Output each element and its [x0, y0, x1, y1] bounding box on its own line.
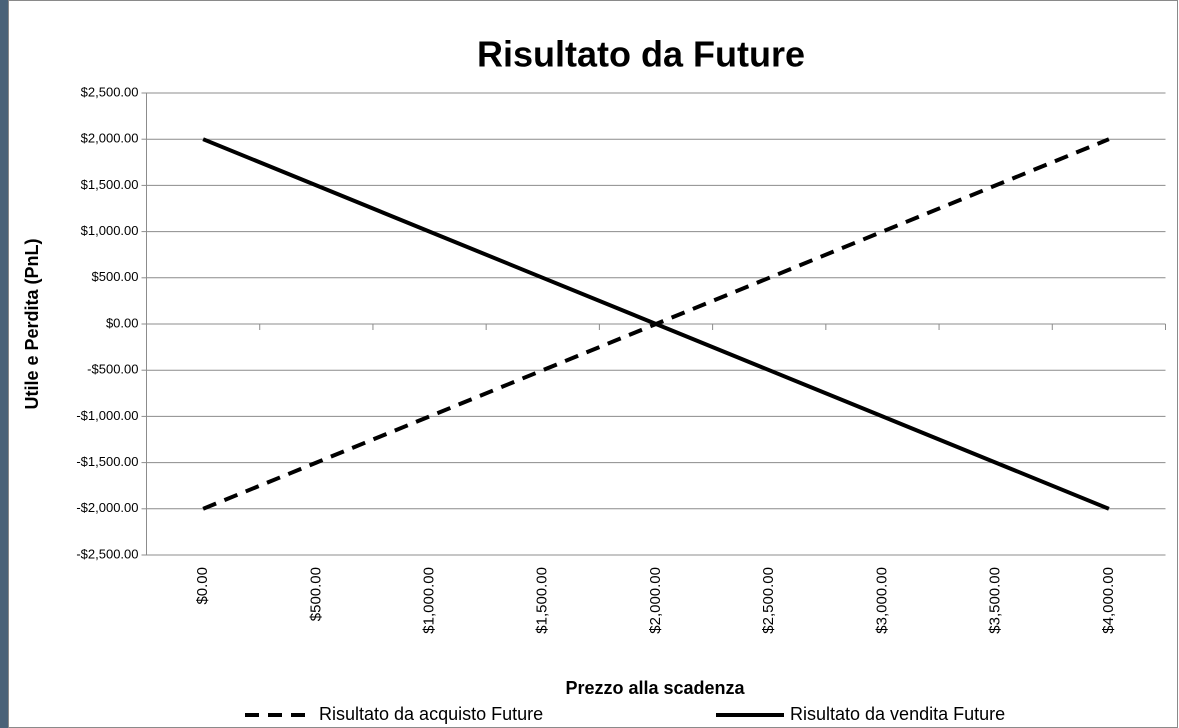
x-tick-label: $3,500.00 — [987, 567, 1004, 634]
x-tick-label: $1,000.00 — [421, 567, 438, 634]
series-line — [202, 137, 1110, 511]
x-tick-label: $4,000.00 — [1100, 567, 1117, 634]
y-tick-label: -$1,500.00 — [76, 454, 138, 469]
x-axis-title: Prezzo alla scadenza — [565, 678, 745, 698]
chart-title: Risultato da Future — [477, 34, 805, 75]
y-tick-label: $1,500.00 — [81, 177, 139, 192]
y-tick-label: $2,000.00 — [81, 131, 139, 146]
y-tick-label: $2,500.00 — [81, 84, 139, 99]
x-tick-label: $500.00 — [307, 567, 324, 621]
y-tick-label: -$1,000.00 — [76, 408, 138, 423]
x-tick-label: $2,000.00 — [647, 567, 664, 634]
y-tick-label: -$2,000.00 — [76, 500, 138, 515]
y-tick-label: $1,000.00 — [81, 223, 139, 238]
x-tick-label: $1,500.00 — [534, 567, 551, 634]
legend-label: Risultato da acquisto Future — [319, 704, 543, 724]
y-tick-label: -$2,500.00 — [76, 546, 138, 561]
legend-label: Risultato da vendita Future — [790, 704, 1005, 724]
y-tick-label: $500.00 — [92, 269, 139, 284]
x-tick-label: $2,500.00 — [760, 567, 777, 634]
chart-frame — [8, 0, 1178, 728]
frame-edge — [0, 0, 8, 728]
y-tick-label: -$500.00 — [87, 362, 138, 377]
x-tick-label: $0.00 — [194, 567, 211, 605]
y-tick-label: $0.00 — [106, 315, 139, 330]
x-tick-label: $3,000.00 — [873, 567, 890, 634]
y-axis-title: Utile e Perdita (PnL) — [22, 238, 42, 409]
